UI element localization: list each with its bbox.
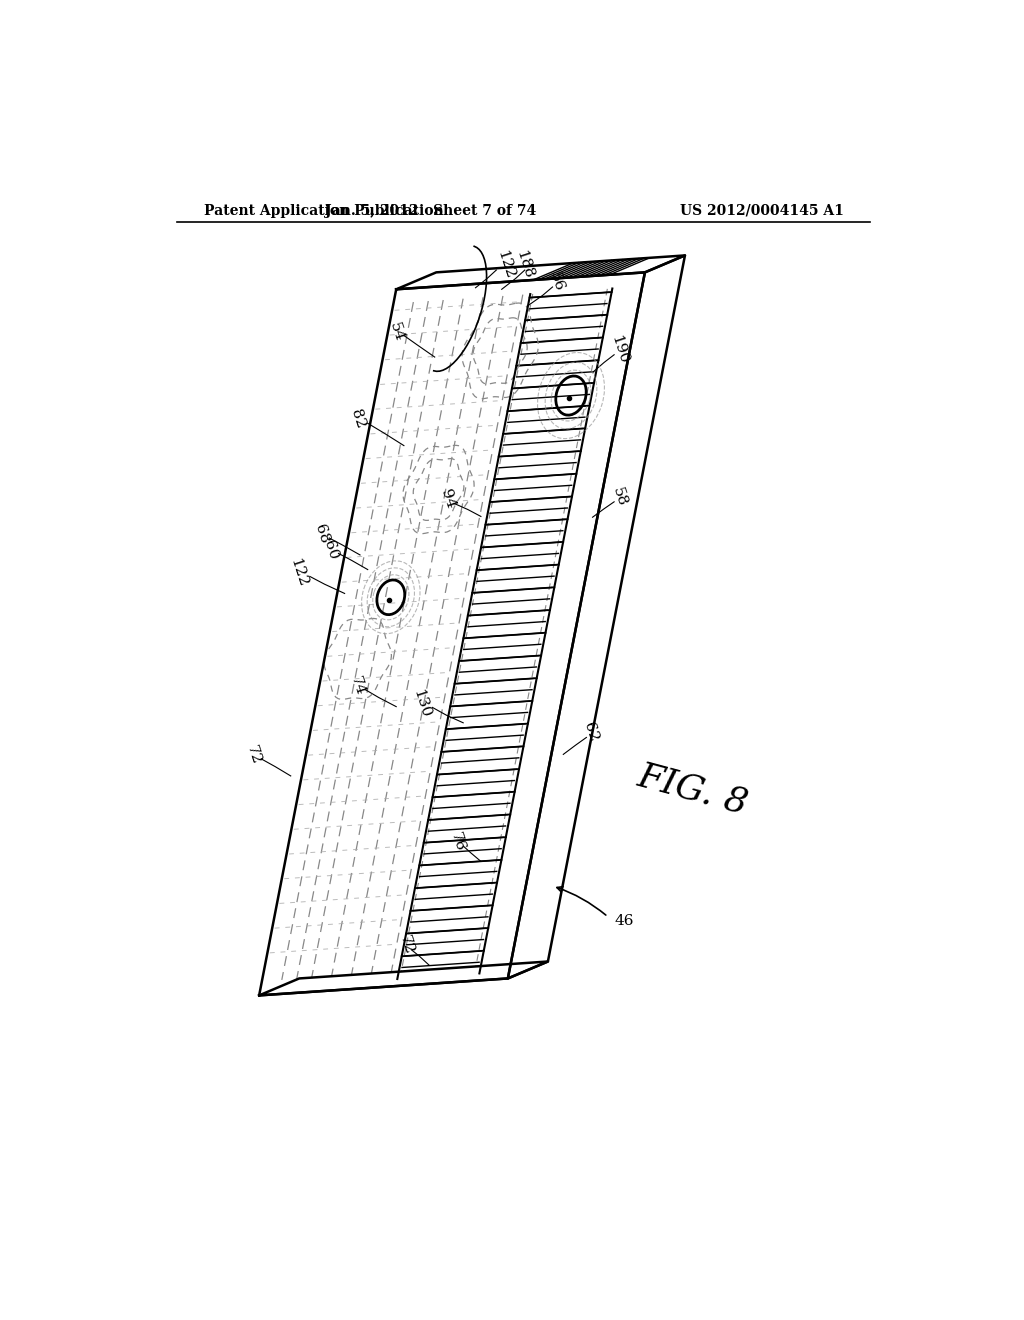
Text: 62: 62 [582, 721, 601, 743]
Text: 72: 72 [244, 743, 263, 767]
Text: 76: 76 [449, 830, 468, 854]
Text: 46: 46 [614, 913, 634, 928]
Text: Jan. 5, 2012   Sheet 7 of 74: Jan. 5, 2012 Sheet 7 of 74 [326, 203, 537, 218]
Text: 68: 68 [312, 523, 331, 545]
Text: 122: 122 [495, 248, 517, 281]
Text: 94: 94 [438, 487, 458, 510]
Text: 58: 58 [610, 486, 629, 508]
Text: 56: 56 [547, 271, 566, 293]
Text: 72: 72 [396, 935, 416, 957]
Text: Patent Application Publication: Patent Application Publication [204, 203, 443, 218]
Text: 122: 122 [288, 557, 309, 589]
Text: 60: 60 [322, 539, 340, 561]
Text: 54: 54 [386, 321, 406, 343]
Text: FIG. 8: FIG. 8 [634, 759, 752, 821]
Text: 74: 74 [348, 675, 368, 697]
Text: 190: 190 [608, 333, 631, 366]
Text: 82: 82 [348, 408, 368, 430]
Text: 130: 130 [411, 688, 433, 719]
Text: 188: 188 [514, 248, 536, 281]
Text: US 2012/0004145 A1: US 2012/0004145 A1 [680, 203, 844, 218]
